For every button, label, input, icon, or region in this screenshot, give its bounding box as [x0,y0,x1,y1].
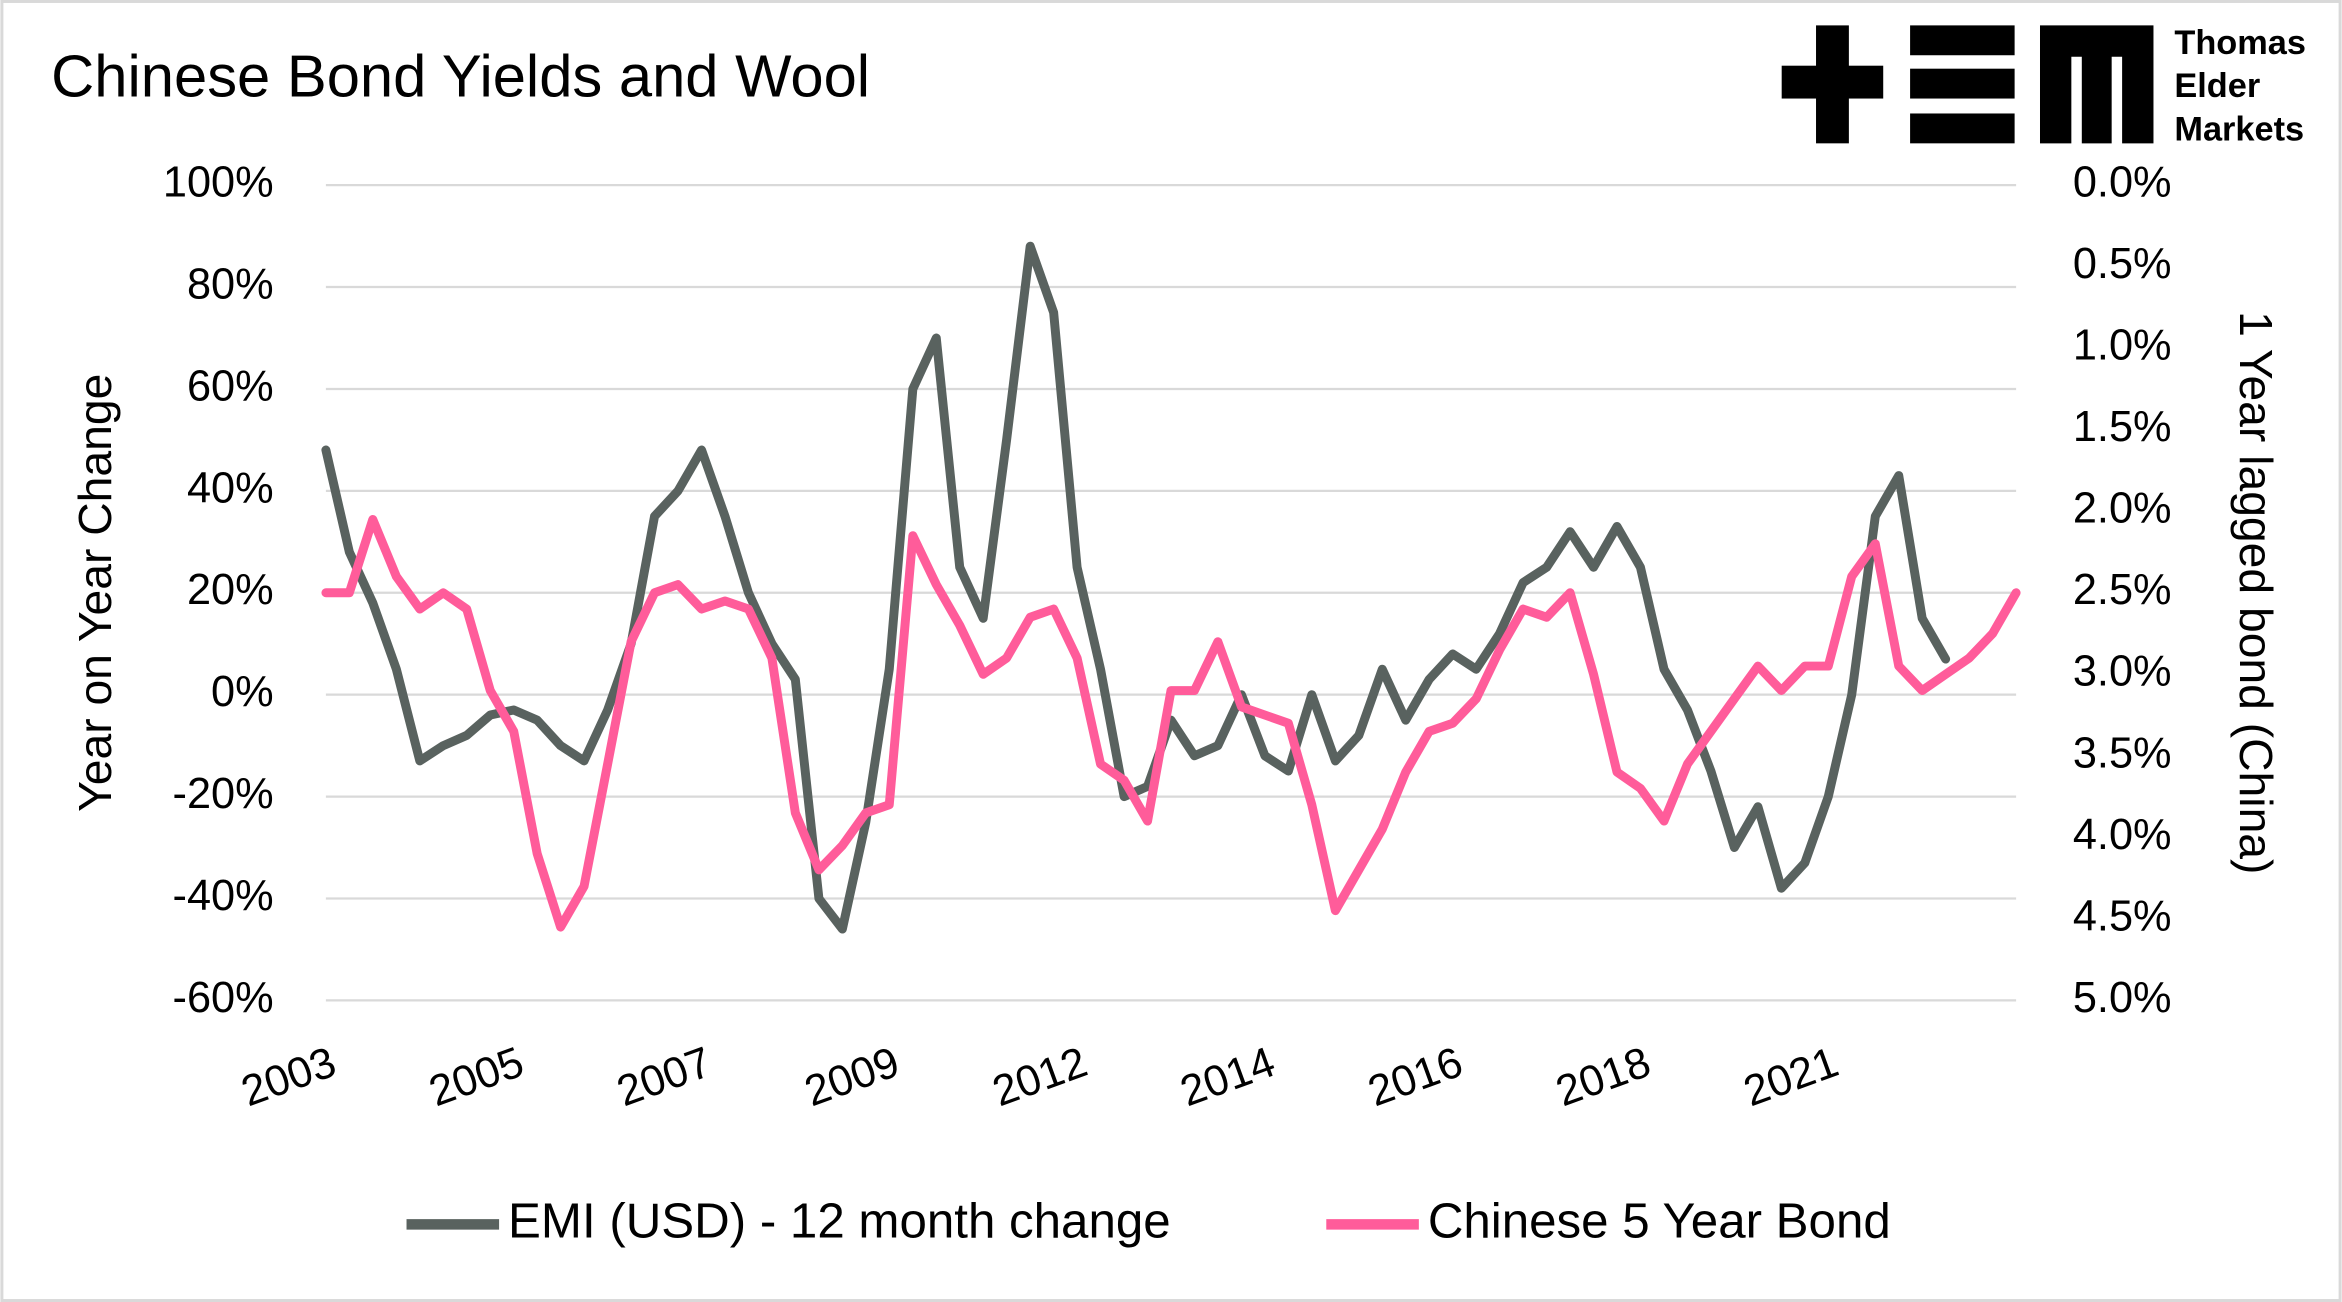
legend-label: Chinese 5 Year Bond [1428,1193,1891,1248]
y2-tick-label: 3.0% [2073,648,2172,696]
y-tick-label: 0% [211,668,274,716]
y-tick-label: 60% [187,362,274,410]
y2-tick-label: 2.5% [2073,566,2172,614]
legend-label: EMI (USD) - 12 month change [508,1193,1171,1248]
y2-tick-label: 0.5% [2073,240,2172,288]
y2-tick-label: 0.0% [2073,159,2172,207]
chart-title: Chinese Bond Yields and Wool [51,42,870,109]
y2-tick-label: 4.0% [2073,811,2172,859]
y-tick-label: -60% [173,974,274,1022]
series-line [321,514,2021,932]
logo-text: Thomas [2174,24,2306,62]
y-tick-label: 80% [187,260,274,308]
y-tick-label: 20% [187,566,274,614]
logo-text: Markets [2174,110,2304,148]
y2-axis-title: 1 Year lagged bond (China) [2230,311,2282,874]
y2-tick-label: 4.5% [2073,892,2172,940]
y-tick-label: 40% [187,464,274,512]
logo-mark [1781,25,2154,144]
y-tick-label: 100% [163,159,274,207]
y2-tick-label: 1.0% [2073,322,2172,370]
series-line [321,241,1951,934]
y-axis-title: Year on Year Change [69,374,121,812]
y-tick-label: -20% [173,770,274,818]
y2-tick-label: 2.0% [2073,485,2172,533]
y2-tick-label: 3.5% [2073,729,2172,777]
y-tick-label: -40% [173,872,274,920]
y2-tick-label: 1.5% [2073,403,2172,451]
logo-text: Elder [2174,67,2260,105]
y2-tick-label: 5.0% [2073,974,2172,1022]
